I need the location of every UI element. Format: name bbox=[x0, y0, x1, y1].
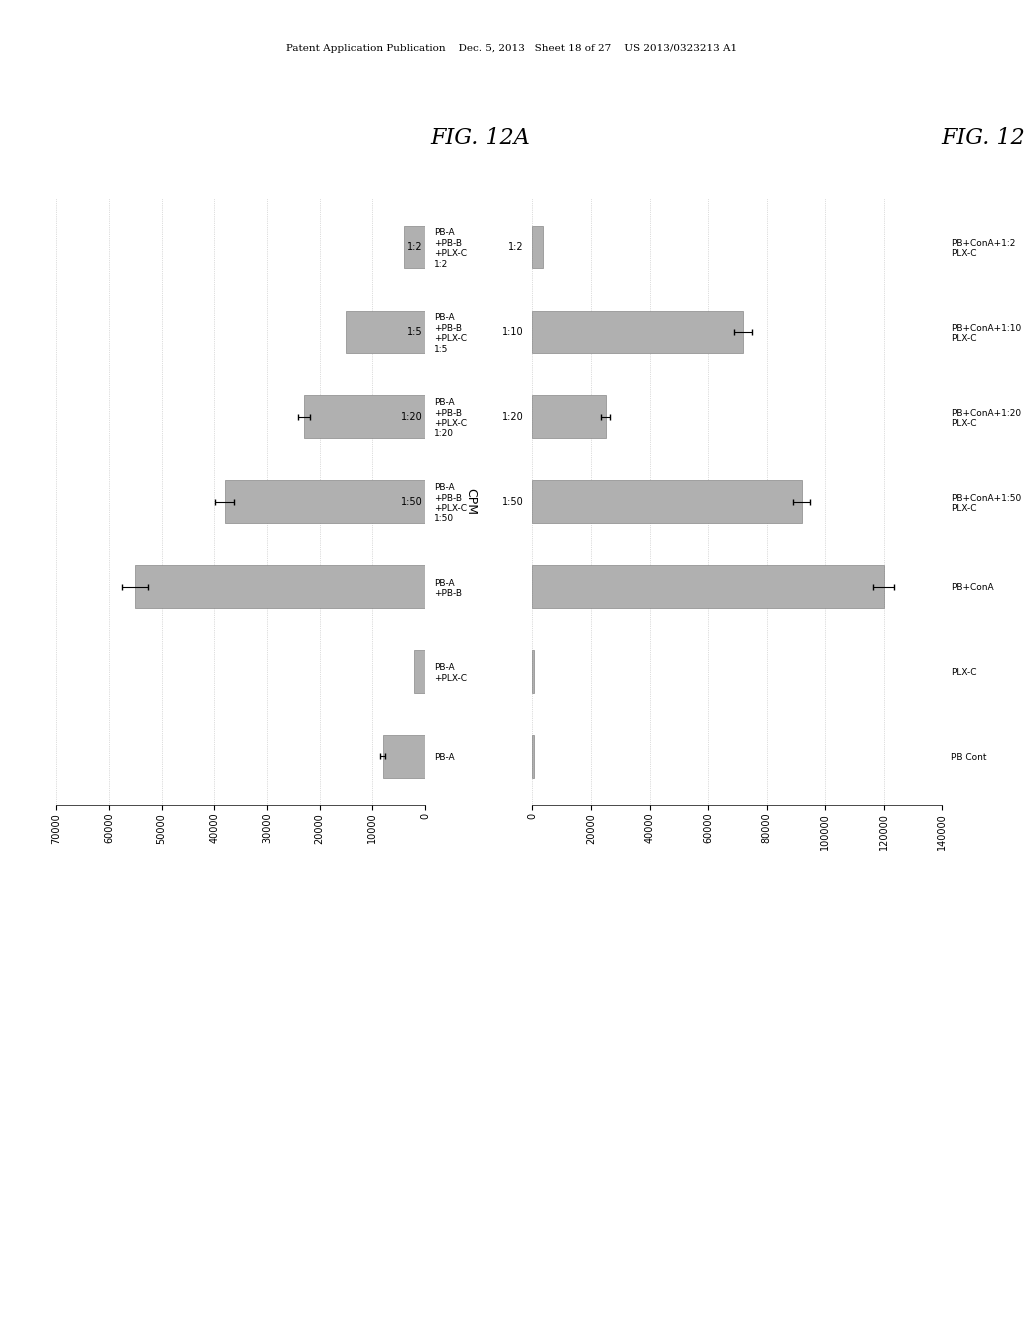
Bar bbox=[304, 396, 425, 438]
Bar bbox=[532, 396, 605, 438]
Text: CPM: CPM bbox=[465, 488, 477, 515]
Text: 1:20: 1:20 bbox=[502, 412, 523, 421]
Text: FIG. 12B: FIG. 12B bbox=[941, 128, 1024, 149]
Bar bbox=[532, 226, 543, 268]
Bar bbox=[415, 651, 425, 693]
Bar bbox=[532, 480, 802, 523]
Bar bbox=[532, 735, 534, 777]
Bar bbox=[532, 310, 743, 352]
Text: FIG. 12A: FIG. 12A bbox=[430, 128, 530, 149]
Bar bbox=[532, 651, 534, 693]
Bar bbox=[135, 565, 425, 607]
Text: 1:5: 1:5 bbox=[407, 327, 422, 337]
Text: 1:2: 1:2 bbox=[407, 242, 422, 252]
Bar bbox=[383, 735, 425, 777]
Text: 1:2: 1:2 bbox=[508, 242, 523, 252]
Bar bbox=[346, 310, 425, 352]
Text: 1:20: 1:20 bbox=[400, 412, 422, 421]
Bar bbox=[532, 565, 884, 607]
Text: 1:10: 1:10 bbox=[502, 327, 523, 337]
Bar bbox=[225, 480, 425, 523]
Text: Patent Application Publication    Dec. 5, 2013   Sheet 18 of 27    US 2013/03232: Patent Application Publication Dec. 5, 2… bbox=[287, 44, 737, 53]
Text: 1:50: 1:50 bbox=[502, 496, 523, 507]
Text: 1:50: 1:50 bbox=[400, 496, 422, 507]
Bar bbox=[403, 226, 425, 268]
